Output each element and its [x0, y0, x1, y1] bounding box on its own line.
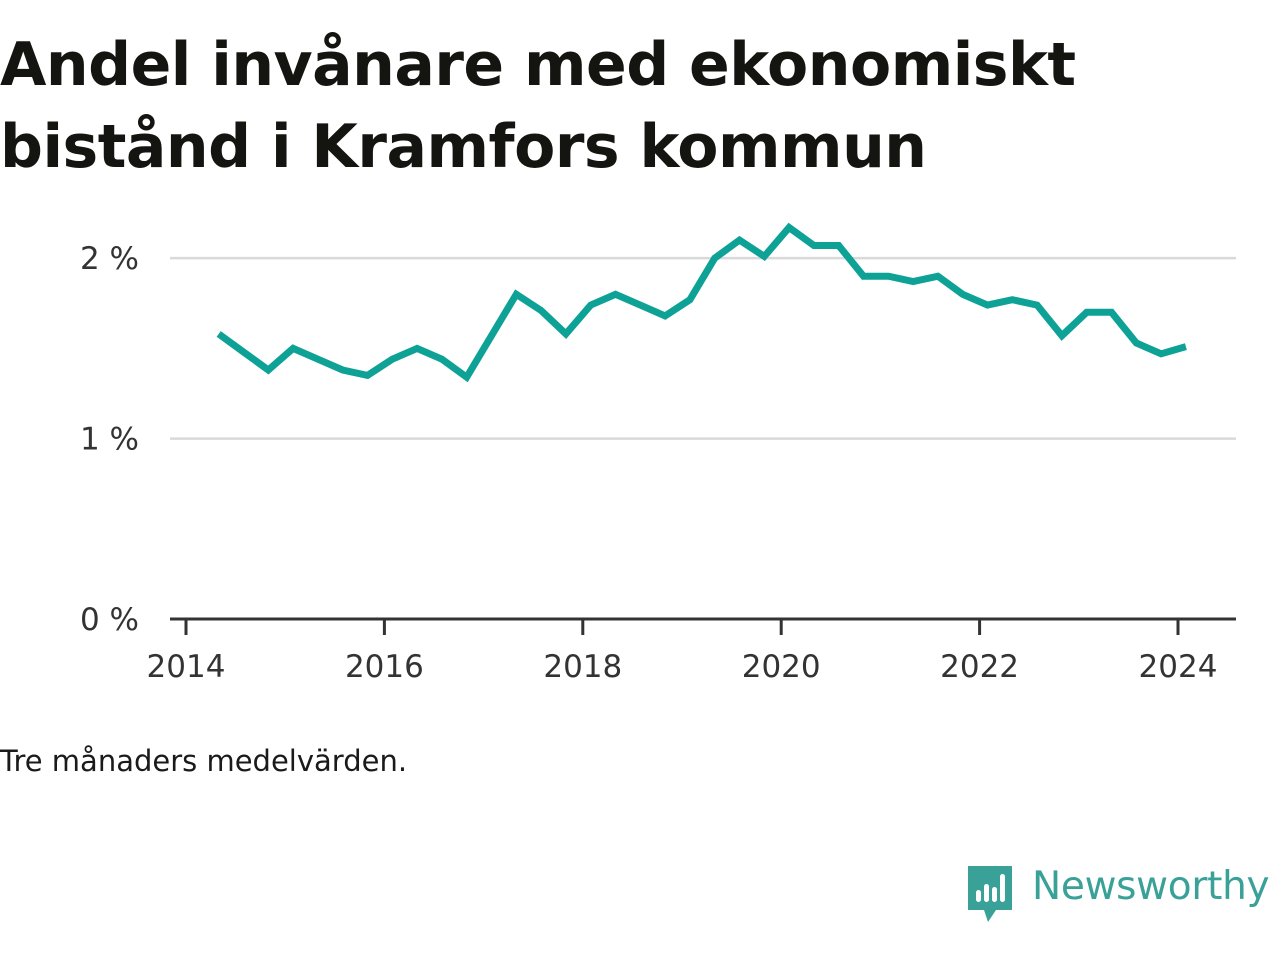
- x-tick-label: 2014: [147, 649, 226, 685]
- series-line: [216, 222, 1187, 383]
- x-axis-labels: 2014 2016 2018 2020 2022 2024: [147, 649, 1218, 685]
- x-tick-label: 2020: [742, 649, 821, 685]
- x-tick-label: 2018: [543, 649, 622, 685]
- y-tick-label: 0 %: [80, 602, 139, 638]
- gridlines: [170, 256, 1236, 440]
- y-axis-labels: 0 % 1 % 2 %: [80, 241, 139, 638]
- series-layer: [216, 222, 1187, 383]
- y-tick-label: 2 %: [80, 241, 139, 277]
- x-tick-label: 2022: [940, 649, 1019, 685]
- chart-title: Andel invånare med ekonomiskt bistånd i …: [0, 30, 1076, 182]
- brand-logo[interactable]: Newsworthy: [964, 862, 1270, 926]
- chart-note: Tre månaders medelvärden.: [0, 744, 408, 778]
- brand-name: Newsworthy: [1032, 864, 1270, 909]
- x-axis: [170, 617, 1236, 635]
- newsworthy-logo-icon: [968, 866, 1012, 922]
- y-tick-label: 1 %: [80, 422, 139, 458]
- x-tick-label: 2024: [1139, 649, 1218, 685]
- x-tick-label: 2016: [345, 649, 424, 685]
- line-chart: 0 % 1 % 2 % 2014 2016 2018 2020 2022 2024: [80, 222, 1236, 685]
